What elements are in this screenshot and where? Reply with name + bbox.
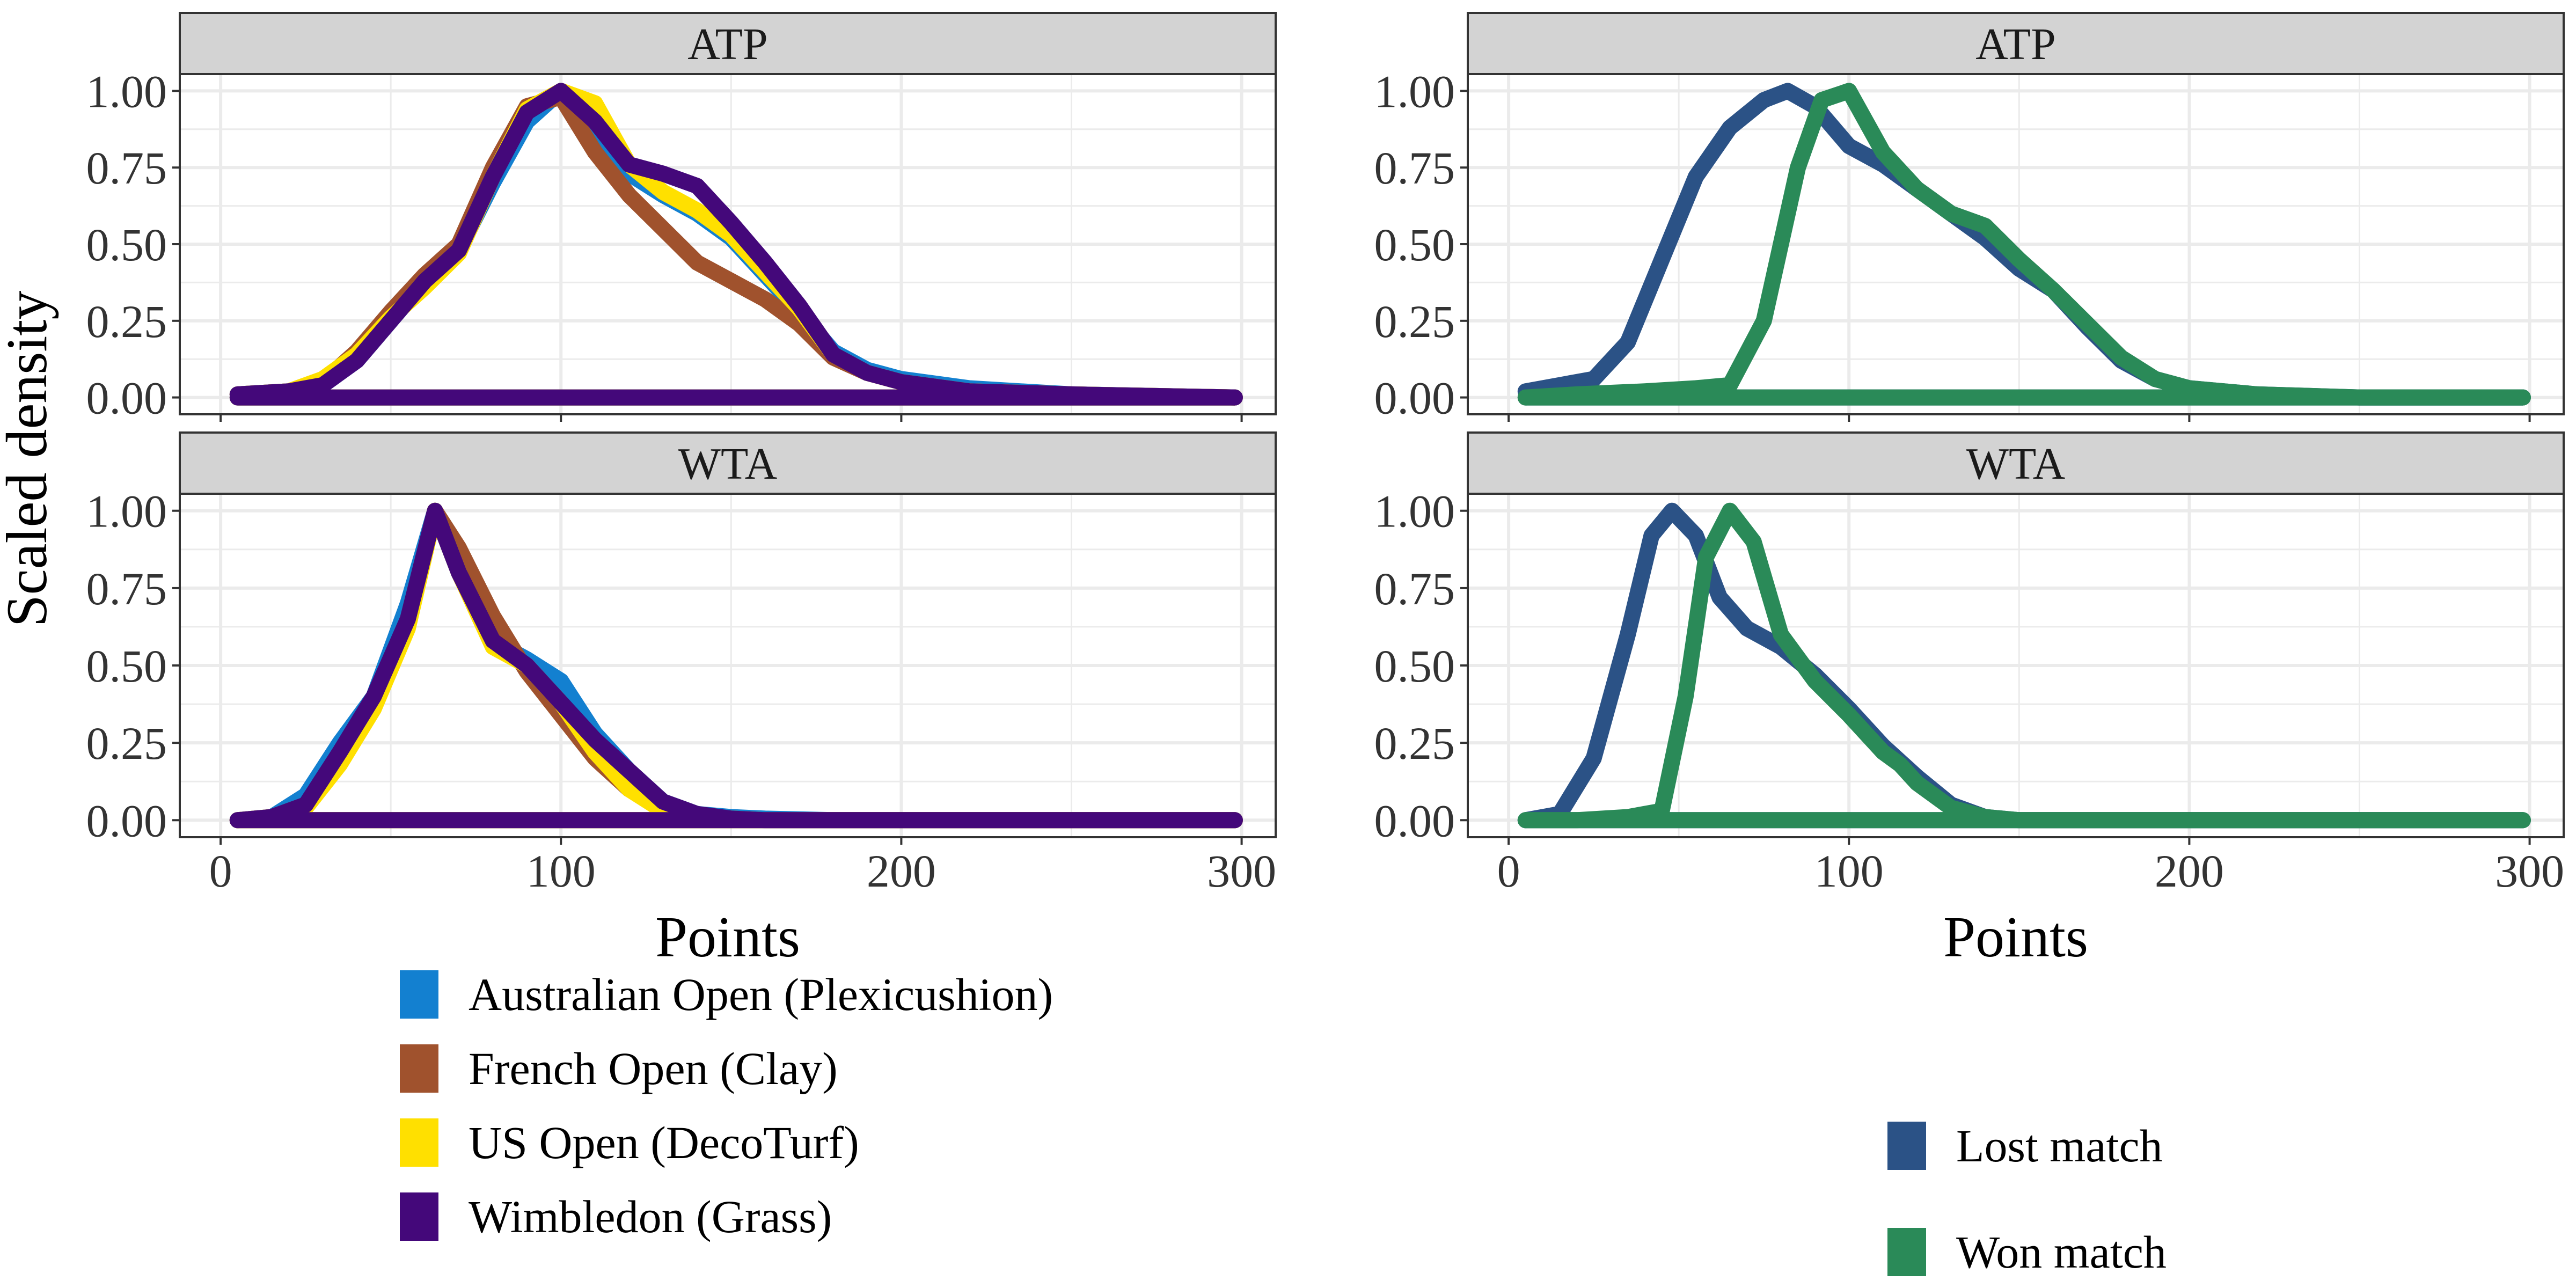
legend-label: Australian Open (Plexicushion) <box>469 969 1053 1020</box>
density-line-2 <box>1517 83 2531 406</box>
y-tick-label: 0.25 <box>86 296 167 347</box>
facet-strip <box>1467 12 2565 75</box>
legend-label: Won match <box>1956 1226 2167 1278</box>
y-tick-label: 0.00 <box>1374 372 1455 424</box>
x-tick-label: 200 <box>2155 845 2224 897</box>
y-axis-label: Scaled density <box>0 291 59 627</box>
legend-swatch <box>400 1192 438 1241</box>
legend-swatch <box>1887 1228 1926 1276</box>
x-axis-label: Points <box>1943 905 2088 969</box>
facet-strip-label: ATP <box>1975 19 2055 69</box>
legend-swatch <box>400 970 438 1019</box>
y-tick-label: 0.75 <box>1374 142 1455 194</box>
panel-3: ATP 0.00 0.25 0.50 0.75 1.00 <box>1374 12 2565 424</box>
facet-strip-label: ATP <box>687 19 767 69</box>
facet-strip-label: WTA <box>678 439 778 489</box>
x-axis-label: Points <box>655 905 800 969</box>
legend-swatch <box>1887 1122 1926 1170</box>
legend-label: US Open (DecoTurf) <box>469 1117 859 1168</box>
y-tick-label: 0.00 <box>1374 795 1455 846</box>
x-tick-label: 100 <box>526 845 596 897</box>
y-tick-label: 0.75 <box>1374 563 1455 614</box>
x-tick-label: 200 <box>867 845 936 897</box>
y-tick-label: 0.75 <box>86 142 167 194</box>
y-tick-label: 0.50 <box>1374 640 1455 692</box>
legend-match-result: Lost match Won match <box>1887 1120 2167 1278</box>
x-tick-label: 100 <box>1814 845 1884 897</box>
y-tick-label: 0.50 <box>86 219 167 270</box>
panel-1: ATP 0.00 0.25 0.50 0.75 1.00 <box>86 12 1277 424</box>
y-tick-label: 0.00 <box>86 372 167 424</box>
y-tick-label: 0.25 <box>1374 296 1455 347</box>
legend-swatch <box>400 1118 438 1167</box>
facet-strip-label: WTA <box>1966 439 2066 489</box>
facet-strip <box>179 431 1277 495</box>
y-tick-label: 1.00 <box>86 65 167 117</box>
legend-label: Lost match <box>1956 1120 2163 1172</box>
legend-swatch <box>400 1044 438 1093</box>
y-tick-label: 0.75 <box>86 563 167 614</box>
y-tick-label: 0.25 <box>1374 718 1455 769</box>
y-tick-label: 1.00 <box>1374 65 1455 117</box>
legend-label: French Open (Clay) <box>469 1043 838 1094</box>
legend-surfaces: Australian Open (Plexicushion) French Ope… <box>400 969 1053 1242</box>
x-tick-label: 300 <box>2495 845 2564 897</box>
facet-strip <box>1467 431 2565 495</box>
y-tick-label: 1.00 <box>1374 486 1455 537</box>
y-tick-label: 1.00 <box>86 486 167 537</box>
x-tick-label: 0 <box>1497 845 1520 897</box>
legend-label: Wimbledon (Grass) <box>469 1191 832 1242</box>
x-tick-label: 0 <box>209 845 232 897</box>
y-tick-label: 0.50 <box>86 640 167 692</box>
panel-2: WTA 0.00 0.25 0.50 0.75 1.00 0 100 200 300 Points <box>86 431 1277 969</box>
y-tick-label: 0.00 <box>86 795 167 846</box>
density-line-4 <box>229 83 1243 406</box>
facet-strip <box>179 12 1277 75</box>
x-tick-label: 300 <box>1207 845 1276 897</box>
panels: ATP 0.00 0.25 0.50 0.75 1.00 WTA 0.00 0.25 0.50 0.… <box>86 12 2565 969</box>
y-tick-label: 0.50 <box>1374 219 1455 270</box>
panel-4: WTA 0.00 0.25 0.50 0.75 1.00 0 100 200 300 Points <box>1374 431 2565 969</box>
y-tick-label: 0.25 <box>86 718 167 769</box>
